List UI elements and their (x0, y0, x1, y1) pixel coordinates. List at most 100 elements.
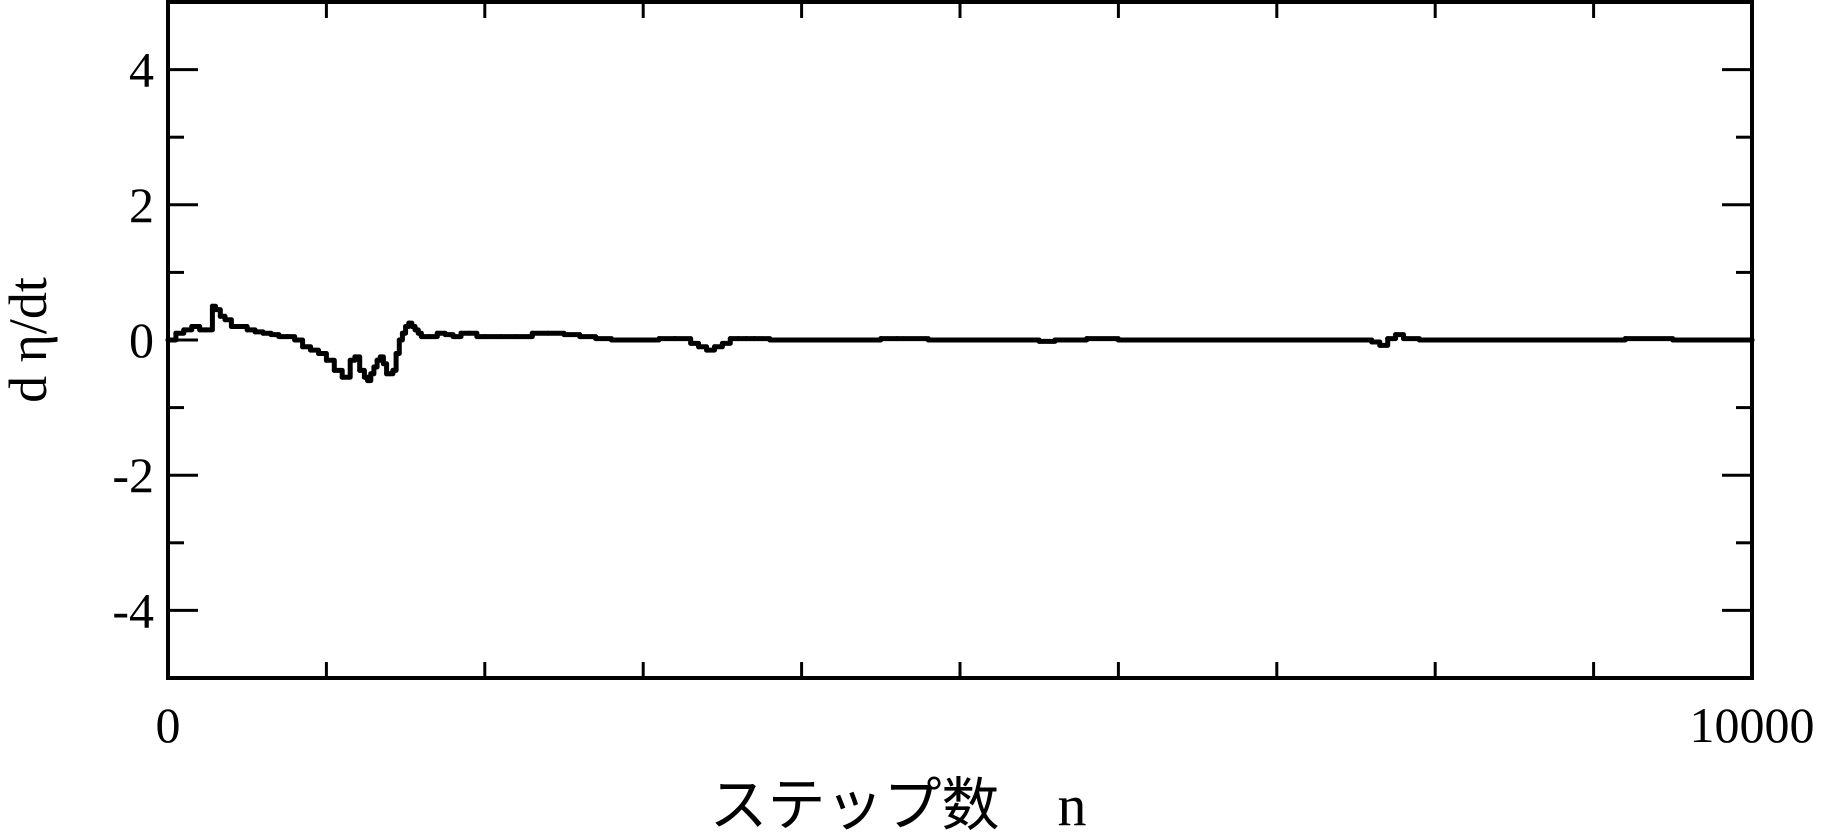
data-point (1377, 342, 1383, 348)
data-point (406, 320, 412, 326)
label-layer: 4 2 0 -2 -4 0 10000 ステップ数 n d η/dt (0, 42, 1815, 838)
data-point (894, 336, 900, 342)
data-point (862, 337, 868, 343)
data-point (1036, 338, 1042, 344)
data-point (393, 351, 399, 356)
data-point (331, 367, 337, 373)
data-point (434, 330, 440, 336)
data-point (482, 334, 488, 340)
data-point (426, 334, 432, 340)
data-point (387, 371, 393, 377)
data-point (1670, 337, 1676, 343)
y-tick-label: 0 (129, 312, 154, 368)
data-point (316, 351, 321, 356)
data-point (751, 336, 757, 342)
data-point (357, 367, 363, 373)
x-tick-label: 0 (156, 697, 181, 753)
data-point (399, 330, 405, 336)
data-point (380, 361, 386, 367)
data-point (244, 327, 250, 333)
data-point (252, 329, 258, 335)
data-point (222, 317, 228, 323)
series-line (165, 303, 1755, 384)
data-point (1591, 337, 1597, 343)
data-point (1115, 337, 1121, 343)
data-point (323, 357, 329, 363)
data-point (735, 336, 741, 342)
data-point (719, 340, 725, 346)
data-point (165, 337, 171, 343)
data-point (704, 347, 710, 353)
data-point (957, 337, 963, 343)
data-point (442, 332, 448, 338)
data-point (352, 354, 358, 360)
data-point (217, 313, 223, 319)
data-point (1195, 337, 1201, 343)
data-point (203, 327, 209, 333)
data-point (672, 336, 678, 342)
data-point (371, 364, 377, 370)
data-point (213, 307, 218, 313)
data-point (409, 324, 415, 329)
data-point (300, 344, 306, 350)
y-tick-label: 2 (129, 177, 154, 233)
data-point (339, 374, 345, 380)
y-axis-label: d η/dt (0, 277, 58, 403)
data-point (403, 324, 409, 329)
data-point (361, 374, 367, 380)
data-point (189, 324, 195, 329)
data-point (1622, 336, 1628, 342)
data-point (181, 327, 187, 333)
data-point (276, 334, 282, 340)
data-point (545, 330, 551, 336)
data-point (284, 334, 290, 340)
x-tick-label: 10000 (1690, 697, 1815, 753)
data-point (1401, 336, 1406, 342)
data-point (529, 330, 535, 336)
data-point (228, 324, 234, 329)
y-tick-label: 4 (129, 42, 154, 98)
y-tick-label: -2 (112, 447, 154, 503)
data-point (308, 347, 314, 353)
data-point (209, 303, 215, 309)
data-point (624, 337, 630, 343)
data-point (609, 337, 614, 343)
data-point (696, 344, 702, 350)
data-point (712, 344, 717, 350)
data-point (878, 336, 884, 342)
data-point (561, 332, 567, 338)
data-point (593, 336, 599, 342)
data-point (1393, 332, 1399, 338)
data-point (1369, 339, 1375, 345)
y-tick-label: -4 (112, 582, 154, 638)
data-point (415, 330, 421, 336)
data-point (268, 332, 274, 338)
x-axis-label: ステップ数 n (709, 773, 1086, 835)
data-point (989, 337, 995, 343)
data-point (260, 330, 266, 336)
data-point (474, 334, 480, 340)
data-point (396, 337, 402, 343)
data-point (830, 337, 836, 343)
data-point (458, 330, 464, 336)
data-point (1432, 337, 1438, 343)
data-point (173, 330, 179, 336)
data-point (197, 327, 203, 333)
data-point (236, 324, 242, 329)
data-point (374, 357, 380, 363)
data-point (767, 337, 773, 343)
data-point (498, 334, 504, 340)
data-layer (165, 303, 1755, 384)
data-point (377, 354, 383, 360)
data-point (450, 334, 456, 340)
data-point (412, 327, 418, 333)
data-point (1353, 337, 1359, 343)
data-point (466, 330, 472, 336)
data-point (656, 336, 662, 342)
data-point (925, 337, 931, 343)
data-point (688, 340, 694, 346)
data-point (1385, 336, 1391, 342)
data-point (390, 367, 396, 373)
data-point (365, 378, 371, 384)
